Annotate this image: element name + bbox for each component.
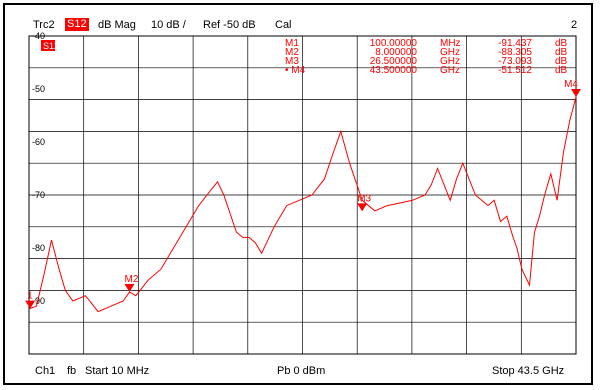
y-tick-label: -60 [32,137,45,147]
trace-badge-label: S12 [43,41,59,51]
marker-label: M3 [357,193,371,204]
marker-triangle[interactable] [357,203,368,212]
ref-label: Ref -50 dB [203,19,256,31]
y-tick-label: -50 [32,84,45,94]
marker-table-cell: 43.500000 [370,65,418,76]
marker-label: M4 [564,79,578,90]
marker-triangle[interactable] [25,300,36,309]
marker-table-cell: dB [555,47,568,58]
cal-label: Cal [275,19,292,31]
fb-label: fb [67,365,77,377]
marker-table-cell: 8.000000 [375,47,417,58]
marker-table-cell: dB [555,38,568,49]
marker-table-cell: -88.305 [498,47,532,58]
y-axis-ticks: -40 -50 -60 -70 -80 -90 [32,31,45,306]
y-tick-label: -40 [32,31,45,41]
y-tick-label: -90 [32,296,45,306]
start-label: Start 10 MHz [85,365,150,377]
format-label: dB Mag [98,19,136,31]
parameter-badge[interactable]: S12 [65,18,89,31]
channel-index: 2 [571,19,578,31]
y-tick-label: -80 [32,243,45,253]
s12-trace-line [28,96,577,313]
trace-markers: 1 M2 M3 M4 [25,79,581,309]
marker-table-cell: -91.437 [498,38,532,49]
y-tick-label: -70 [32,190,45,200]
marker-table-cell: 100.00000 [370,38,418,49]
marker-table-cell: GHz [440,65,460,76]
marker-table-cell: dB [555,56,568,67]
marker-table-cell: M2 [285,47,299,58]
marker-triangle[interactable] [571,89,581,98]
marker-table-cell: GHz [440,56,460,67]
stop-label: Stop 43.5 GHz [492,365,565,377]
trace-label: Trc2 [33,19,55,31]
scale-label: 10 dB / [151,19,186,31]
marker-table-cell: -51.512 [498,65,532,76]
power-label: Pb 0 dBm [277,365,326,377]
marker-table-cell: • M4 [285,65,306,76]
marker-table: M1 100.00000 MHz -91.437 dB M2 8.000000 GHz -88.… [285,38,568,76]
marker-table-cell: GHz [440,47,460,58]
grid [29,36,576,354]
marker-label: M2 [125,274,139,285]
marker-table-cell: MHz [440,38,461,49]
marker-table-cell: -73.093 [498,56,532,67]
marker-table-cell: 26.500000 [370,56,418,67]
marker-table-cell: dB [555,65,568,76]
analyzer-screen: Trc2 S12 dB Mag 10 dB / Ref -50 dB Cal 2… [3,3,593,385]
channel-label: Ch1 [35,365,56,377]
trace-badge-box [41,40,55,51]
marker-label: 1 [27,291,33,302]
marker-triangle[interactable] [124,284,135,293]
marker-table-cell: M3 [285,56,299,67]
marker-table-cell: M1 [285,38,299,49]
